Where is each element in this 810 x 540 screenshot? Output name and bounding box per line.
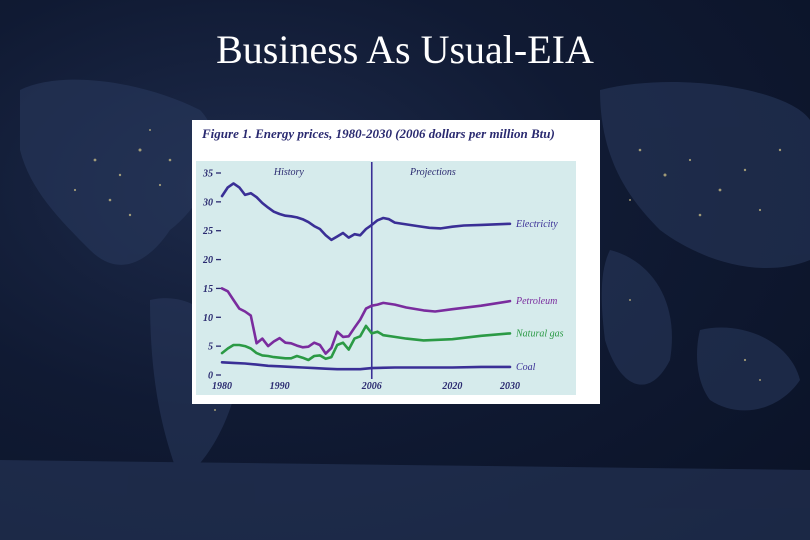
x-tick-label: 1980 [212,381,232,392]
series-label-natural-gas: Natural gas [515,328,564,339]
y-tick-label: 0 [208,371,213,382]
energy-prices-chart: 0 5 10 15 20 25 30 35 1980 1990 2006 2020 2030 Histor… [196,161,576,395]
series-line-coal [220,361,512,371]
region-label-projections: Projections [409,167,456,178]
x-tick-label: 2030 [499,381,520,392]
y-tick-label: 30 [202,197,213,208]
series-line-petroleum [220,287,512,355]
x-tick-label: 1990 [270,381,290,392]
series-line-natural-gas [220,324,512,362]
y-tick-label: 15 [203,284,213,295]
series-label-electricity: Electricity [515,219,558,230]
y-tick-label: 20 [202,255,213,266]
y-tick-label: 35 [202,169,213,180]
x-tick-label: 2020 [441,381,462,392]
chart-title: Figure 1. Energy prices, 1980-2030 (2006… [202,126,555,141]
series-label-petroleum: Petroleum [515,296,557,307]
y-tick-label: 5 [208,342,213,353]
slide-title: Business As Usual-EIA [216,27,594,72]
figure-card: Figure 1. Energy prices, 1980-2030 (2006… [192,120,600,404]
y-tick-label: 10 [203,313,213,324]
series-line-electricity [220,182,512,242]
y-tick-label: 25 [202,226,213,237]
region-label-history: History [273,167,305,178]
x-tick-label: 2006 [361,381,382,392]
series-label-coal: Coal [516,362,536,373]
